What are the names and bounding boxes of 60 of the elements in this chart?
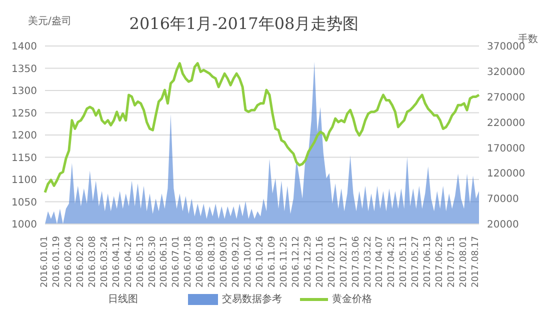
y-tick-label: 1300 bbox=[12, 86, 37, 98]
x-tick-label: 2017.02.17 bbox=[339, 236, 350, 288]
y2-tick-label: 170000 bbox=[487, 143, 526, 154]
x-tick-label: 2016.10.24 bbox=[256, 236, 266, 288]
x-tick-label: 2016.03.08 bbox=[88, 236, 98, 288]
x-tick-label: 2016.12.29 bbox=[303, 236, 314, 288]
y-tick-label: 1150 bbox=[12, 152, 37, 164]
x-tick-label: 2017.08.17 bbox=[471, 236, 482, 288]
x-tick-label: 2017.06.13 bbox=[423, 236, 434, 288]
y-tick-label: 1200 bbox=[12, 130, 37, 142]
y2-tick-label: 370000 bbox=[487, 42, 526, 53]
x-tick-label: 2017.01.16 bbox=[315, 236, 326, 288]
x-tick-label: 2016.12.12 bbox=[291, 236, 302, 288]
x-tick-label: 2016.01.19 bbox=[52, 236, 62, 288]
x-tick-label: 2016.07.18 bbox=[184, 236, 194, 288]
x-tick-label: 2016.02.04 bbox=[64, 236, 74, 288]
x-tick-label: 2017.03.06 bbox=[351, 236, 362, 288]
y-tick-label: 1400 bbox=[12, 42, 37, 53]
y-axis-title: 美元/盎司 bbox=[28, 14, 72, 28]
x-tick-label: 2017.08.01 bbox=[459, 236, 470, 288]
y2-tick-label: 20000 bbox=[487, 220, 519, 231]
legend-label: 交易数据参考 bbox=[222, 292, 282, 306]
x-tick-label: 2016.03.24 bbox=[100, 236, 110, 288]
x-tick-label: 2016.11.25 bbox=[279, 236, 290, 288]
line-series bbox=[44, 62, 480, 194]
y-tick-label: 1000 bbox=[12, 220, 37, 231]
y2-tick-label: 320000 bbox=[487, 66, 526, 78]
x-tick-label: 2017.03.22 bbox=[363, 236, 374, 288]
x-tick-label: 2016.09.05 bbox=[220, 236, 230, 288]
x-tick-label: 2016.04.27 bbox=[124, 236, 134, 288]
x-tick-label: 2016.08.19 bbox=[208, 236, 218, 288]
x-tick-label: 2016.07.01 bbox=[172, 236, 182, 288]
x-tick-label: 2016.11.09 bbox=[267, 236, 278, 288]
y-tick-label: 1050 bbox=[12, 197, 37, 208]
x-tick-label: 2016.10.07 bbox=[244, 236, 254, 288]
x-tick-label: 2016.09.21 bbox=[232, 236, 242, 288]
y2-tick-label: 270000 bbox=[487, 92, 526, 104]
x-tick-label: 2016.02.20 bbox=[76, 236, 86, 288]
x-tick-label: 2016.04.11 bbox=[112, 236, 122, 288]
x-tick-label: 2017.06.29 bbox=[435, 236, 446, 288]
x-tick-label: 2016.06.15 bbox=[160, 236, 170, 288]
x-tick-label: 2016.05.30 bbox=[148, 236, 158, 288]
x-tick-label: 2017.07.15 bbox=[447, 236, 458, 288]
x-tick-label: 2016.01.01 bbox=[40, 236, 50, 288]
x-tick-label: 2016.05.13 bbox=[136, 236, 146, 288]
x-tick-label: 2017.04.07 bbox=[375, 236, 386, 288]
x-tick-label: 2017.05.11 bbox=[399, 236, 410, 288]
chart-title: 2016年1月-2017年08月走势图 bbox=[129, 14, 359, 33]
y2-tick-label: 120000 bbox=[487, 168, 526, 180]
x-tick-label: 2016.08.03 bbox=[196, 236, 206, 288]
x-tick-label: 2017.05.27 bbox=[411, 236, 422, 288]
y2-tick-label: 220000 bbox=[487, 118, 526, 129]
x-tick-label: 2017.04.25 bbox=[387, 236, 398, 288]
x-axis-title: 日线图 bbox=[108, 292, 138, 306]
y-tick-label: 1250 bbox=[12, 108, 37, 120]
y2-tick-label: 70000 bbox=[487, 194, 519, 206]
y-tick-label: 1350 bbox=[12, 64, 37, 75]
legend-label: 黄金价格 bbox=[332, 292, 372, 306]
y-tick-label: 1100 bbox=[12, 175, 37, 186]
x-tick-label: 2017.02.01 bbox=[327, 236, 338, 288]
